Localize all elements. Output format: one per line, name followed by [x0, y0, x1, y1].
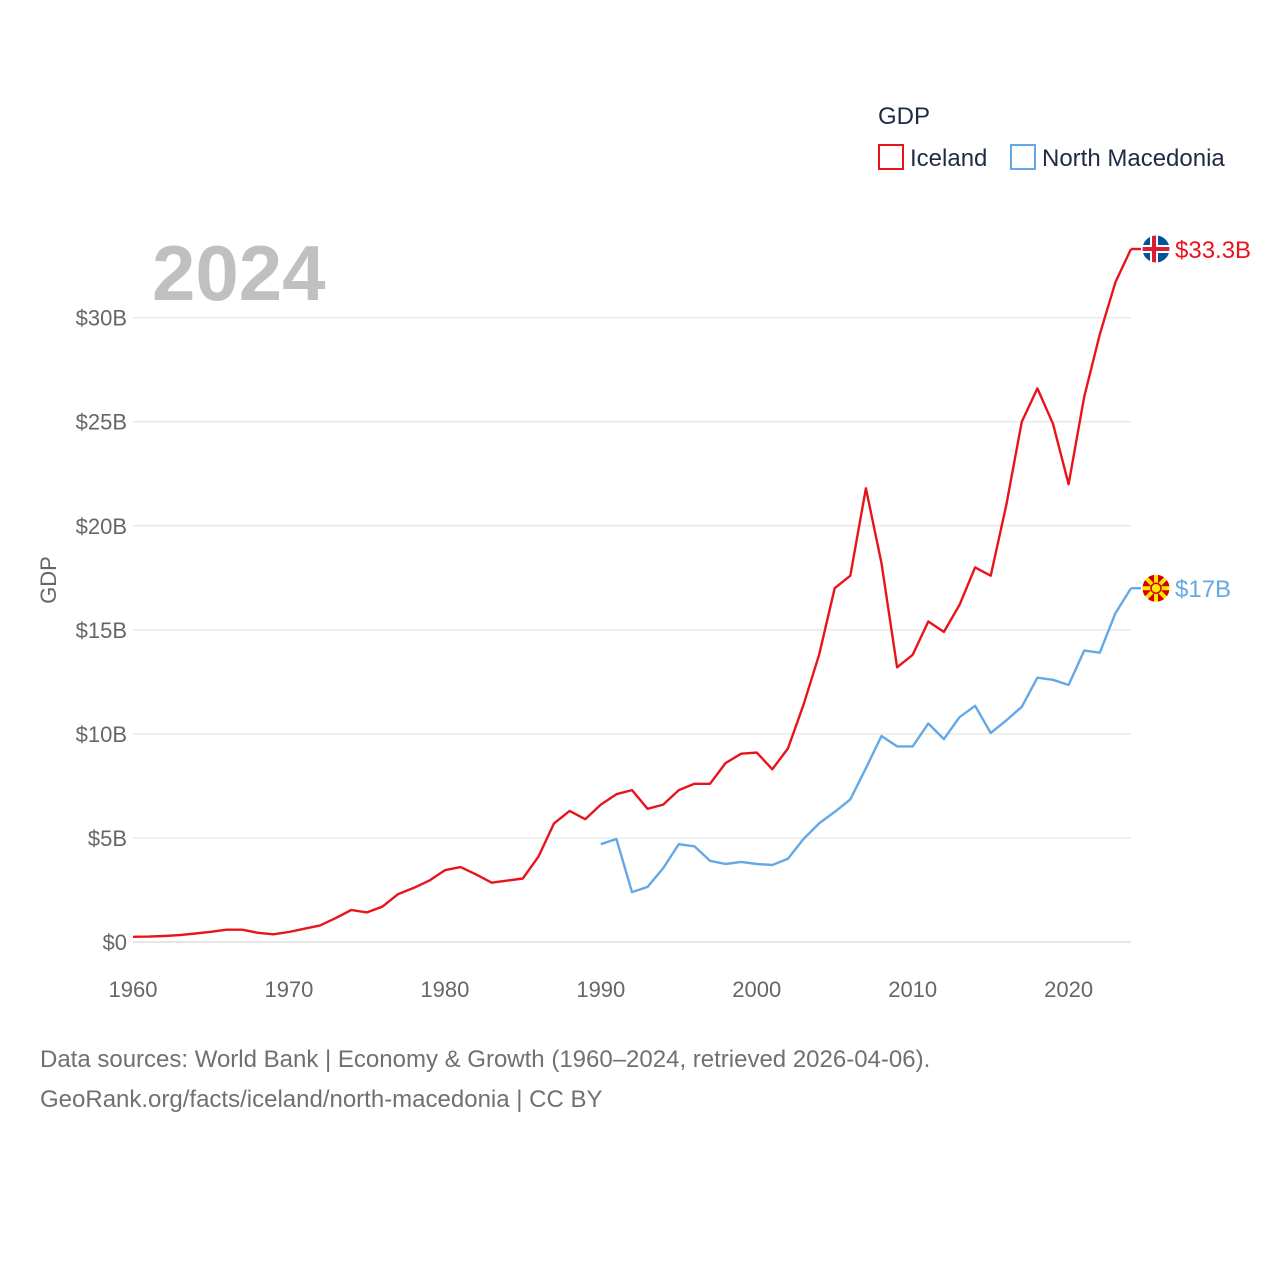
year-label: 2024 [152, 229, 326, 317]
x-tick-label: 2010 [888, 977, 937, 1002]
y-tick-label: $25B [76, 410, 127, 435]
legend: GDP Iceland North Macedonia [878, 103, 1225, 172]
x-tick-label: 1970 [264, 977, 313, 1002]
source-line-2[interactable]: GeoRank.org/facts/iceland/north-macedoni… [40, 1086, 603, 1113]
gdp-line-chart: $0$5B$10B$15B$20B$25B$30B 1960 1970 1980 19… [36, 103, 1251, 1002]
x-tick-label: 2000 [732, 977, 781, 1002]
series-end-markers: $33.3B $17B [1131, 234, 1251, 603]
y-axis-ticks: $0 $5B $10B $15B $20B $25B $30B [76, 306, 127, 955]
legend-label-north-macedonia[interactable]: North Macedonia [1042, 145, 1225, 172]
north-macedonia-flag-icon [1141, 573, 1171, 603]
x-tick-label: 1960 [109, 977, 158, 1002]
x-tick-label: 1980 [420, 977, 469, 1002]
legend-label-iceland[interactable]: Iceland [910, 145, 987, 172]
x-axis-ticks: 1960 1970 1980 1990 2000 2010 2020 [109, 977, 1094, 1002]
series-lines [132, 248, 1133, 938]
series-end-label: $33.3B [1175, 237, 1251, 264]
source-line-1: Data sources: World Bank | Economy & Gro… [40, 1046, 931, 1073]
iceland-flag-icon [1141, 234, 1171, 264]
legend-title: GDP [878, 103, 930, 130]
legend-swatch-north-macedonia[interactable] [1010, 144, 1036, 170]
y-tick-label: $0 [103, 930, 127, 955]
y-tick-label: $10B [76, 722, 127, 747]
x-tick-label: 2020 [1044, 977, 1093, 1002]
y-tick-label: $15B [76, 618, 127, 643]
series-line-north-macedonia[interactable] [600, 587, 1133, 894]
y-tick-label: $5B [88, 826, 127, 851]
y-axis-label: GDP [36, 556, 61, 604]
series-line-iceland[interactable] [132, 248, 1133, 938]
y-tick-label: $30B [76, 306, 127, 331]
y-tick-label: $20B [76, 514, 127, 539]
x-tick-label: 1990 [576, 977, 625, 1002]
grid-lines [133, 317, 1131, 943]
legend-swatch-iceland[interactable] [878, 144, 904, 170]
series-end-label: $17B [1175, 576, 1231, 603]
source-note: Data sources: World Bank | Economy & Gro… [40, 1040, 930, 1120]
